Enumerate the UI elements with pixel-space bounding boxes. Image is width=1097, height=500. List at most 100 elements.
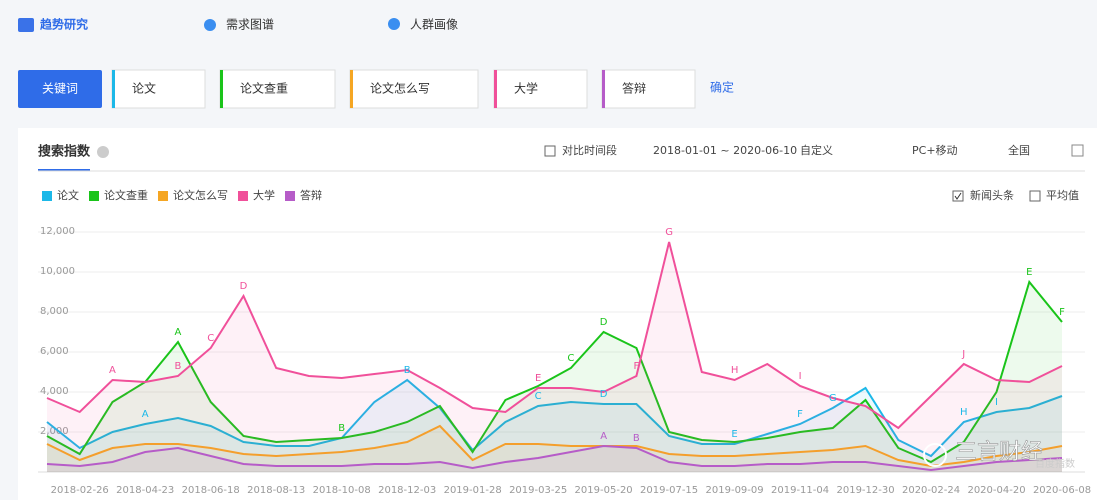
tab-icon (388, 18, 400, 30)
keyword-input[interactable] (493, 69, 588, 109)
point-label: C (567, 353, 574, 364)
x-tick-label: 2019-07-15 (640, 485, 698, 496)
x-tick-label: 2020-06-08 (1033, 485, 1091, 496)
point-label: F (797, 409, 803, 420)
checkbox[interactable] (1029, 190, 1041, 202)
confirm-button[interactable]: 确定 (710, 80, 734, 95)
keyword-color-bar (602, 70, 605, 108)
legend-label: 大学 (253, 188, 275, 202)
x-tick-label: 2019-03-25 (509, 485, 567, 496)
x-tick-label: 2018-12-03 (378, 485, 436, 496)
area-fill (47, 242, 1062, 472)
point-label: G (829, 393, 837, 404)
keyword-bar: 关键词 确定 论文 论文查重 论文怎么写 大学 答辩 (18, 69, 734, 109)
legend-swatch (89, 191, 99, 201)
keyword-color-bar (350, 70, 353, 108)
checkbox[interactable] (544, 145, 556, 157)
compare-toggle[interactable]: 对比时间段 (562, 143, 617, 157)
series-line (46, 378, 1063, 458)
point-label: E (1026, 267, 1032, 278)
legend-swatch (285, 191, 295, 201)
x-tick-label: 2019-09-09 (706, 485, 764, 496)
keyword-input[interactable] (349, 69, 479, 109)
news-toggle[interactable]: 新闻头条 (970, 188, 1014, 202)
point-label: H (960, 407, 968, 418)
x-tick-label: 2018-10-08 (313, 485, 371, 496)
point-label: H (731, 365, 739, 376)
keyword-button[interactable] (18, 70, 102, 108)
point-label: B (175, 361, 182, 372)
check-mark (954, 192, 962, 200)
region-select[interactable]: 全国 (1008, 143, 1030, 157)
keyword-input[interactable] (111, 69, 206, 109)
average-toggle[interactable]: 平均值 (1046, 189, 1079, 202)
point-label: D (600, 389, 608, 400)
x-tick-label: 2019-01-28 (444, 485, 502, 496)
keyword-text: 论文怎么写 (370, 81, 430, 96)
point-label: D (240, 281, 248, 292)
chart: 2,000 4,000 6,000 8,000 10,000 12,000 2018-02-… (38, 188, 1091, 496)
area-fill (47, 426, 1062, 472)
legend-swatch (42, 191, 52, 201)
x-tick-label: 2019-12-30 (836, 485, 894, 496)
point-label: A (142, 409, 149, 420)
legend-label: 论文怎么写 (173, 188, 228, 202)
point-label: B (633, 433, 640, 444)
series-line (46, 444, 1063, 472)
controls: 对比时间段 2018-01-01 ~ 2020-06-10 自定义 PC+移动 … (544, 143, 1084, 202)
point-label: A (600, 431, 607, 442)
x-tick-label: 2020-02-24 (902, 485, 960, 496)
point-label: G (665, 227, 673, 238)
wechat-icon (923, 443, 947, 467)
checkbox[interactable] (952, 190, 964, 202)
x-tick-label: 2018-02-26 (51, 485, 109, 496)
y-tick-label: 2,000 (40, 426, 69, 437)
series-line (46, 424, 1063, 468)
share-icon[interactable] (1071, 144, 1084, 157)
point-label: A (109, 365, 116, 376)
x-tick-label: 2019-05-20 (575, 485, 633, 496)
y-tick-label: 10,000 (40, 266, 75, 277)
x-tick-label: 2020-04-20 (967, 485, 1025, 496)
tab-icon (204, 19, 216, 31)
keyword-color-bar (494, 70, 497, 108)
point-label: E (535, 373, 541, 384)
panel (18, 128, 1097, 500)
point-label: F (1059, 307, 1065, 318)
point-label: I (995, 397, 998, 408)
tab[interactable]: 需求图谱 (226, 18, 274, 32)
y-tick-label: 8,000 (40, 306, 69, 317)
point-label: E (731, 429, 737, 440)
area-fill (47, 446, 1062, 472)
keyword-color-bar (112, 70, 115, 108)
point-label: B (338, 423, 345, 434)
tab[interactable]: 人群画像 (410, 18, 458, 32)
legend-swatch (158, 191, 168, 201)
keyword-text: 论文查重 (240, 81, 288, 96)
x-tick-label: 2018-08-13 (247, 485, 305, 496)
legend-label: 论文查重 (104, 188, 148, 202)
device-select[interactable]: PC+移动 (912, 144, 958, 157)
y-tick-label: 4,000 (40, 386, 69, 397)
y-tick-label: 6,000 (40, 346, 69, 357)
tab[interactable]: 趋势研究 (40, 17, 88, 32)
watermark-brand: 三言财经 (955, 440, 1043, 465)
date-range[interactable]: 2018-01-01 ~ 2020-06-10 (653, 144, 797, 157)
x-tick-label: 2018-06-18 (182, 485, 240, 496)
tab-bar: 趋势研究 需求图谱 人群画像 (18, 17, 458, 32)
title-underline (38, 169, 90, 171)
keyword-input[interactable] (219, 69, 336, 109)
help-icon[interactable] (97, 146, 109, 158)
point-label: A (175, 327, 182, 338)
keyword-button-label: 关键词 (42, 82, 78, 96)
x-tick-label: 2018-04-23 (116, 485, 174, 496)
point-label: C (207, 333, 214, 344)
legend-label: 答辩 (300, 188, 322, 202)
series-line (46, 279, 1063, 464)
point-label: B (404, 365, 411, 376)
keyword-text: 大学 (514, 81, 538, 96)
custom-select[interactable]: 自定义 (800, 143, 833, 157)
keyword-input[interactable] (601, 69, 696, 109)
point-label: C (535, 391, 542, 402)
